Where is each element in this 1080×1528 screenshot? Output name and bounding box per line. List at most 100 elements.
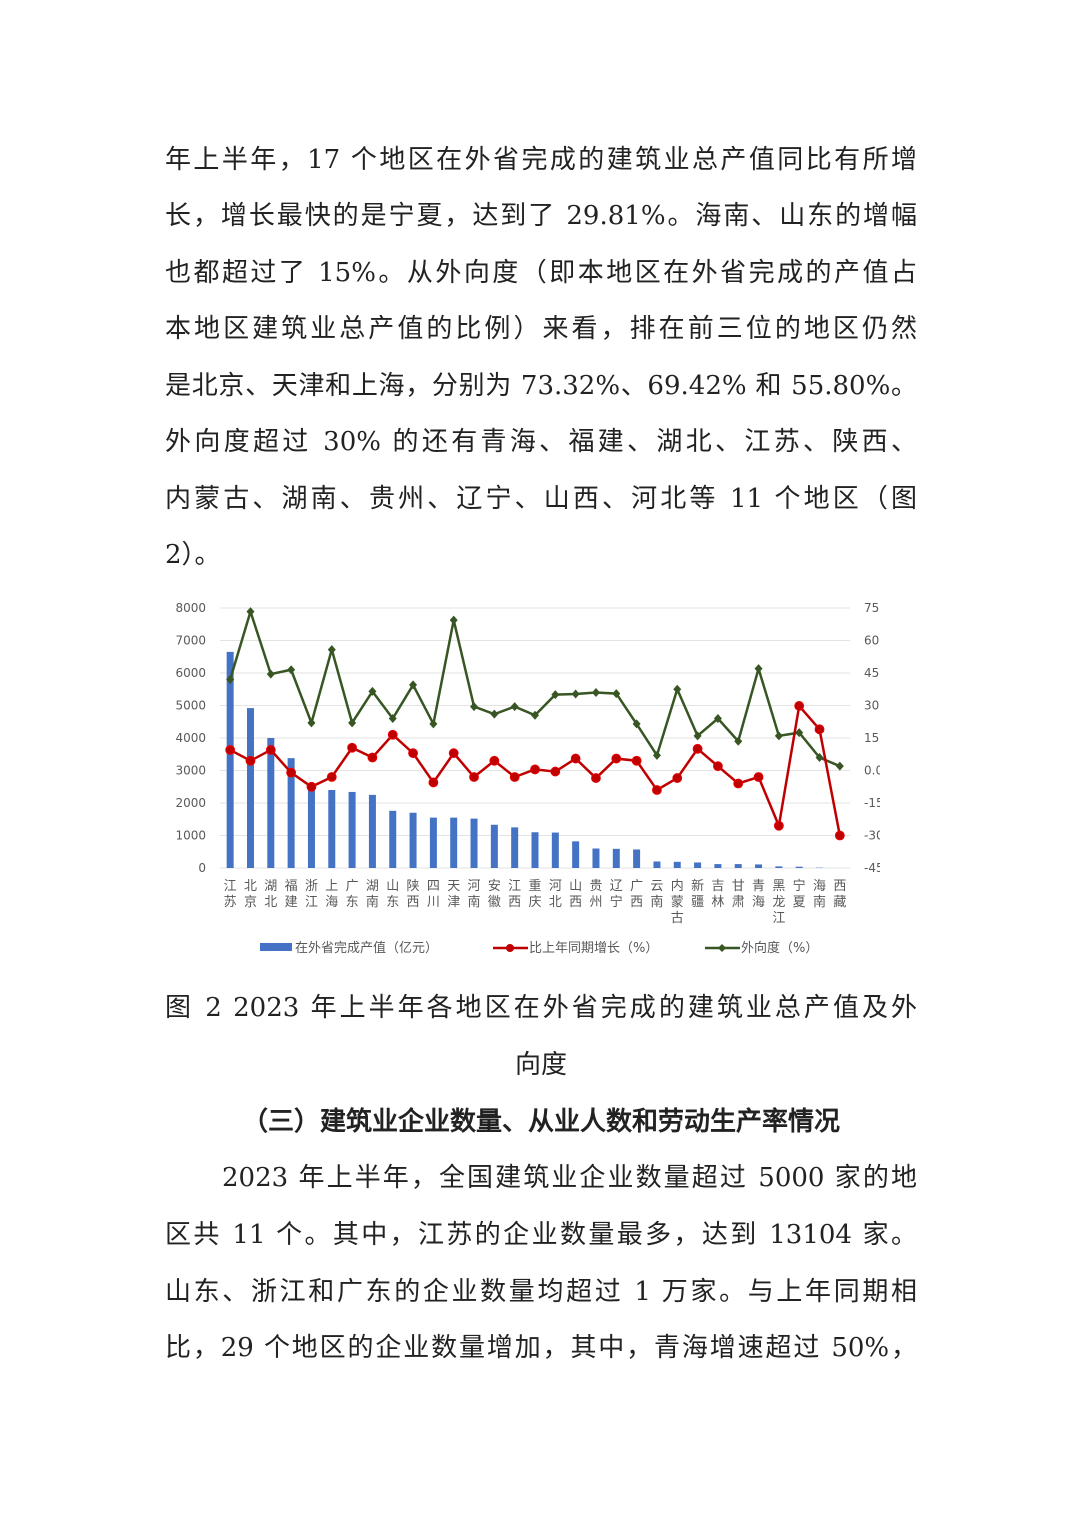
bar [246,708,254,868]
data-point [510,702,519,712]
category-label: 北 [549,895,562,910]
data-point [652,750,661,760]
category-label: 甘 [732,879,745,894]
category-label: 安 [488,879,501,894]
category-label: 北 [264,895,277,910]
text-line: 是北京、天津和上海，分别为 73.32%、69.42% 和 55.80%。 [165,371,917,401]
category-label: 江 [224,879,237,894]
text-line: 年上半年，17 个地区在外省完成的建筑业总产值同比有所增 [165,145,917,175]
category-label: 福 [285,879,298,894]
data-point [265,745,276,755]
data-point [347,742,357,753]
category-label: 津 [447,895,460,910]
figure-caption-cont: 向度 [514,1050,567,1080]
category-label: 龙 [772,895,785,910]
category-label: 建 [285,895,298,910]
category-label: 湖 [264,879,277,894]
bar [470,818,478,868]
data-point [287,665,296,675]
bar [267,738,275,868]
category-label: 上 [325,879,338,894]
data-point [591,688,600,697]
data-point [470,702,479,712]
data-point [530,764,540,775]
left-axis-tick-label: 6000 [175,666,206,680]
category-label: 疆 [691,895,704,910]
data-point [368,686,377,696]
data-point [408,748,418,759]
data-point [326,772,337,782]
category-label: 古 [671,911,684,926]
right-axis-tick-label: -30.00 [864,829,880,843]
data-point [286,767,297,778]
bar [328,790,336,868]
data-point [387,729,398,740]
right-axis-tick-label: 15.00 [864,731,880,745]
bar [389,810,397,868]
legend-label: 在外省完成产值（亿元） [295,940,438,956]
data-point [611,753,622,764]
data-point [489,755,500,766]
text-line: 山东、浙江和广东的企业数量均超过 1 万家。与上年同期相 [165,1277,917,1307]
data-point [226,675,235,684]
text-line: 本地区建筑业总产值的比例）来看，排在前三位的地区仍然 [165,314,917,344]
left-axis-tick-label: 3000 [175,764,206,778]
data-point [225,745,236,755]
text-line: 长，增长最快的是宁夏，达到了 29.81%。海南、山东的增幅 [165,201,917,231]
category-label: 宁 [610,894,623,910]
data-point [835,761,844,771]
category-label: 南 [813,894,826,910]
series-line [228,607,841,768]
data-point [449,615,458,625]
bar [734,864,742,868]
bar [694,862,702,868]
category-label: 蒙 [671,895,684,910]
data-point [570,753,581,764]
left-axis-tick-label: 1000 [175,829,206,843]
left-axis-tick-label: 4000 [175,731,206,745]
bar [287,758,295,868]
data-point [672,773,683,783]
data-point [429,719,438,729]
category-label: 西 [508,895,521,910]
category-label: 江 [508,879,521,894]
text-line: 2）。 [165,540,221,570]
text-line: 2023 年上半年，全国建筑业企业数量超过 5000 家的地 [222,1163,917,1193]
data-point [794,701,805,711]
left-axis-tick-label: 2000 [175,796,206,810]
category-label: 重 [528,878,541,894]
bar [450,817,458,868]
right-axis-tick-label: -15.00 [864,796,880,810]
bar [592,848,600,868]
category-label: 林 [711,895,724,910]
data-point [307,718,316,728]
category-label: 川 [427,895,440,910]
category-label: 西 [630,895,643,910]
left-axis-tick-label: 7000 [175,634,206,648]
data-point [367,752,378,763]
category-label: 江 [772,911,785,926]
text-line: 外向度超过 30% 的还有青海、福建、湖北、江苏、陕西、 [165,427,917,457]
category-label: 江 [305,895,318,910]
chart: 0 1000 2000 3000 4000 5000 6000 7000 8000 -45.00 -… [175,601,880,956]
category-label: 河 [468,879,481,894]
bar [775,866,783,868]
bar [572,841,580,868]
category-label: 黑 [772,879,785,894]
category-label: 浙 [305,879,318,894]
data-point [692,743,703,754]
category-label: 新 [691,878,704,894]
text-line: 也都超过了 15%。从外向度（即本地区在外省完成的产值占 [165,258,917,288]
data-point [693,731,702,741]
category-label: 四 [427,879,440,894]
data-point [632,719,641,729]
bar [348,791,356,868]
right-axis-tick-label: -45.00 [864,861,880,875]
data-point [795,728,804,738]
category-label: 青 [752,879,765,894]
category-label: 藏 [833,895,846,910]
data-point [631,755,642,766]
category-label: 南 [650,894,663,910]
category-label: 州 [589,895,602,910]
legend-marker [506,944,514,952]
